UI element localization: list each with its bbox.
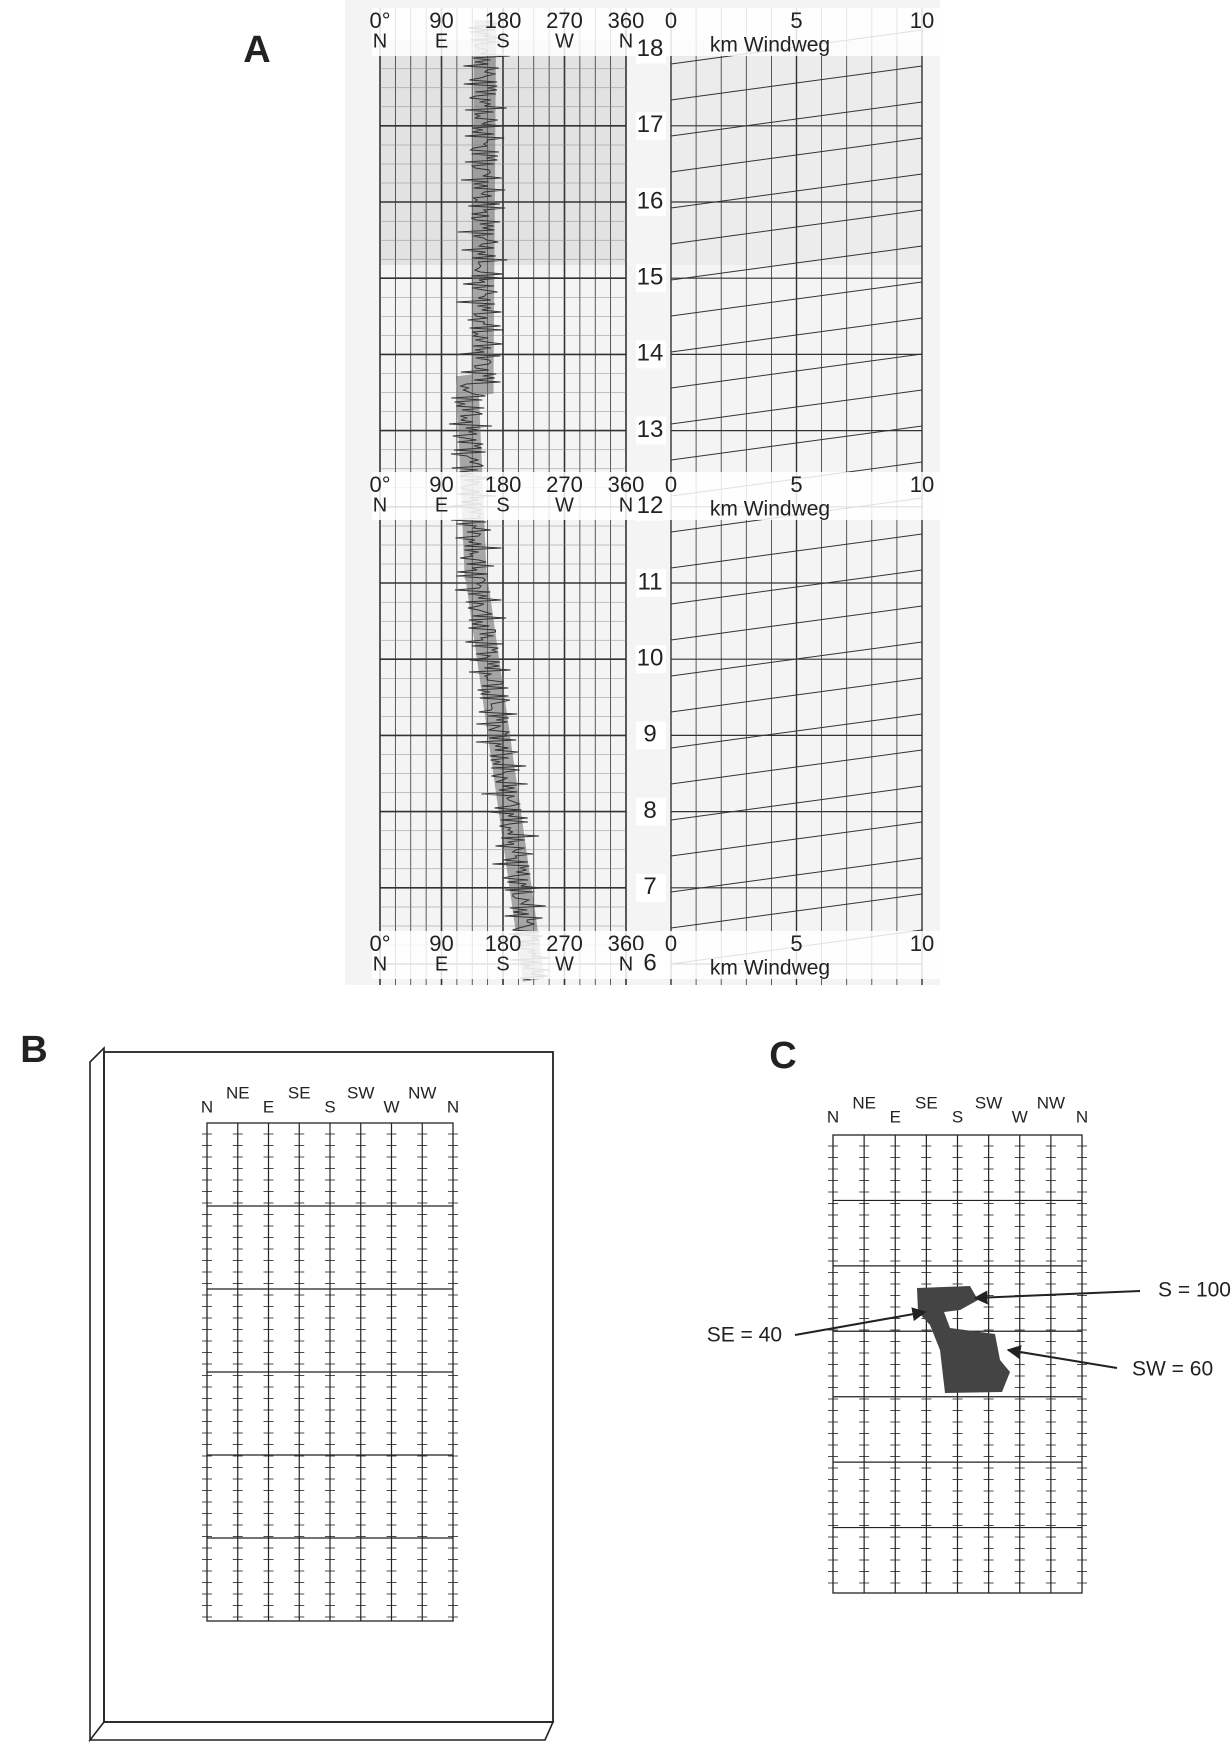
direction-label: N — [373, 953, 387, 975]
direction-label: S — [324, 1097, 335, 1116]
direction-label: W — [555, 953, 574, 975]
degree-label: 0° — [369, 8, 390, 33]
direction-label: N — [827, 1107, 839, 1126]
km-tick-label: 10 — [910, 931, 934, 956]
direction-label: N — [619, 494, 633, 516]
direction-label: N — [619, 30, 633, 52]
degree-label: 90 — [429, 931, 453, 956]
recorded-area — [917, 1286, 1010, 1393]
hour-label: 12 — [637, 492, 664, 519]
km-tick-label: 5 — [790, 8, 802, 33]
direction-label: N — [447, 1097, 459, 1116]
direction-label: W — [1012, 1107, 1028, 1126]
direction-label: NE — [852, 1093, 876, 1112]
direction-label: E — [435, 30, 448, 52]
hour-label: 17 — [637, 111, 664, 138]
hour-label: 11 — [638, 568, 663, 595]
direction-label: SE — [288, 1083, 311, 1102]
hour-label: 9 — [643, 721, 656, 748]
degree-label: 180 — [485, 472, 522, 497]
degree-label: 270 — [546, 472, 583, 497]
direction-label: SE — [915, 1093, 938, 1112]
direction-label: NW — [1037, 1093, 1065, 1112]
km-label: km Windweg — [710, 498, 830, 521]
degree-label: 270 — [546, 8, 583, 33]
direction-label: E — [435, 953, 448, 975]
tray-edge — [90, 1048, 553, 1740]
degree-label: 180 — [485, 931, 522, 956]
annotation-arrow — [1008, 1350, 1117, 1368]
direction-label: W — [555, 494, 574, 516]
direction-label: N — [201, 1097, 213, 1116]
degree-label: 360 — [608, 8, 645, 33]
degree-label: 90 — [429, 472, 453, 497]
direction-label: E — [890, 1107, 901, 1126]
hour-label: 16 — [637, 187, 664, 214]
panel-label: A — [243, 29, 270, 71]
degree-label: 180 — [485, 8, 522, 33]
degree-label: 270 — [546, 931, 583, 956]
degree-label: 0° — [369, 472, 390, 497]
km-tick-label: 0 — [665, 931, 677, 956]
km-tick-label: 5 — [790, 931, 802, 956]
direction-label: N — [373, 30, 387, 52]
annotation: S = 100 — [1158, 1279, 1231, 1302]
direction-label: SW — [347, 1083, 374, 1102]
degree-label: 90 — [429, 8, 453, 33]
figure: A0°90180270360NESWN0510km Windweg0°90180… — [0, 0, 1231, 1754]
direction-label: N — [1076, 1107, 1088, 1126]
km-label: km Windweg — [710, 34, 830, 57]
direction-label: W — [555, 30, 574, 52]
direction-label: E — [263, 1097, 274, 1116]
panel-label: C — [769, 1035, 796, 1077]
annotation-arrow — [975, 1291, 1140, 1298]
direction-label: S — [496, 494, 509, 516]
km-tick-label: 10 — [910, 8, 934, 33]
direction-label: S — [496, 30, 509, 52]
hour-label: 8 — [643, 797, 656, 824]
direction-label: E — [435, 494, 448, 516]
direction-label: NW — [408, 1083, 436, 1102]
direction-label: N — [619, 953, 633, 975]
hour-label: 10 — [637, 645, 664, 672]
panel-label: B — [20, 1029, 47, 1071]
annotation: SW = 60 — [1132, 1358, 1213, 1381]
degree-label: 0° — [369, 931, 390, 956]
annotation: SE = 40 — [707, 1324, 782, 1347]
direction-label: S — [952, 1107, 963, 1126]
direction-label: SW — [975, 1093, 1002, 1112]
hour-label: 15 — [637, 264, 664, 291]
km-tick-label: 0 — [665, 8, 677, 33]
hour-label: 18 — [637, 35, 664, 62]
hour-label: 7 — [643, 873, 656, 900]
direction-label: NE — [226, 1083, 250, 1102]
hour-label: 6 — [643, 949, 656, 976]
km-label: km Windweg — [710, 957, 830, 980]
km-tick-label: 5 — [790, 472, 802, 497]
hour-label: 14 — [637, 340, 664, 367]
km-tick-label: 0 — [665, 472, 677, 497]
direction-label: W — [383, 1097, 399, 1116]
hour-label: 13 — [637, 416, 664, 443]
direction-label: N — [373, 494, 387, 516]
direction-label: S — [496, 953, 509, 975]
km-tick-label: 10 — [910, 472, 934, 497]
